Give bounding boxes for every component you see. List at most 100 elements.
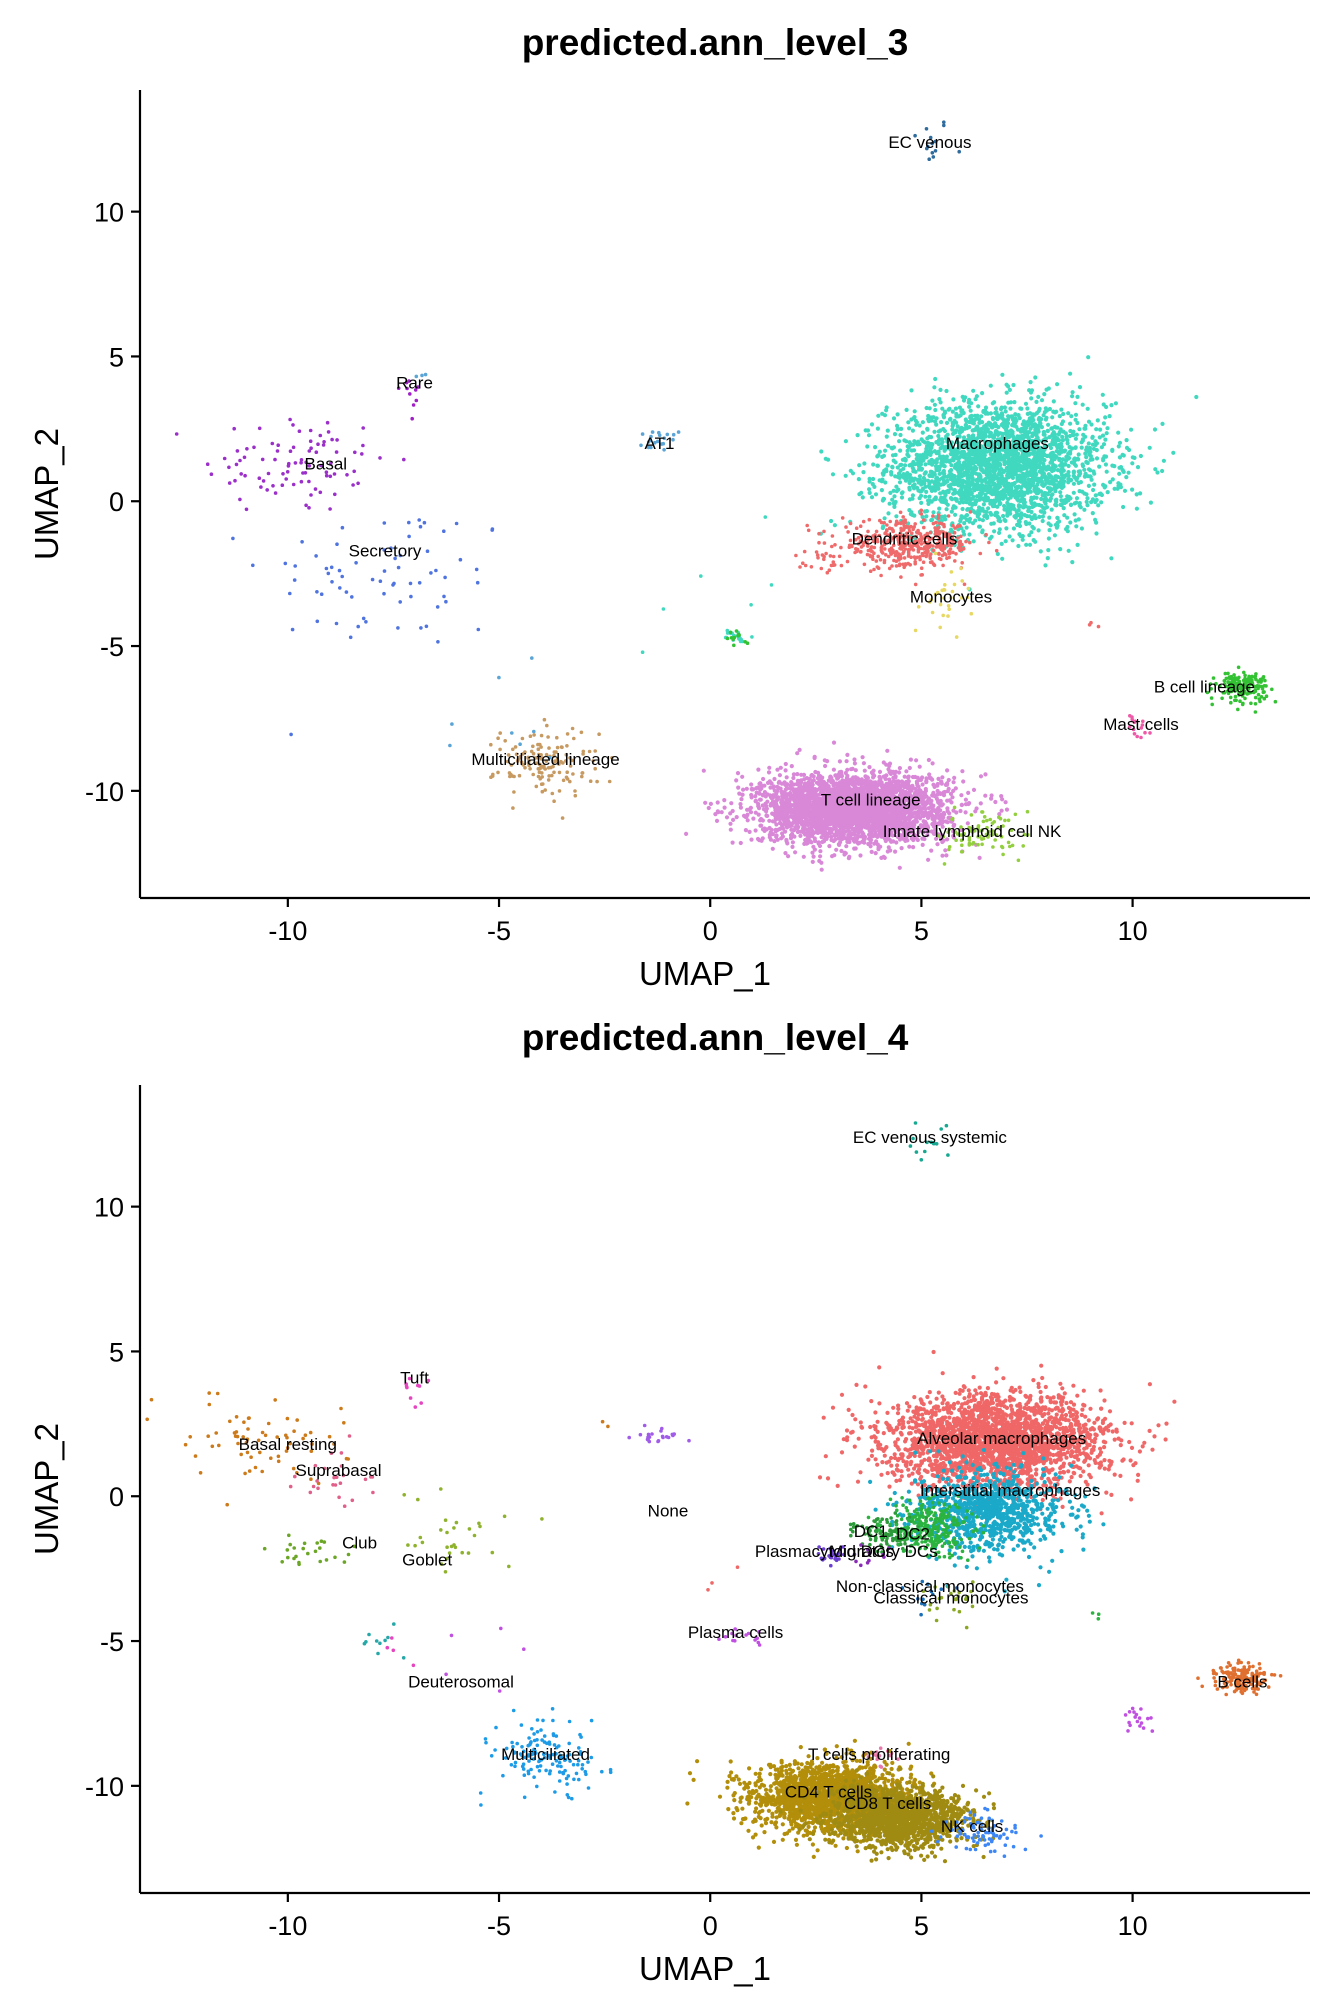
data-point (958, 489, 963, 495)
data-point (825, 759, 830, 764)
data-point (1006, 497, 1011, 502)
data-point (907, 487, 912, 492)
data-point (1069, 460, 1074, 465)
data-point (906, 420, 911, 425)
data-point (972, 487, 977, 492)
data-point (1053, 486, 1058, 492)
data-point (539, 745, 543, 749)
data-point (284, 477, 289, 481)
data-point (1030, 463, 1035, 468)
data-point (329, 461, 333, 466)
data-point (920, 420, 926, 425)
data-point (655, 439, 660, 444)
data-point (903, 563, 908, 567)
data-point (942, 428, 948, 434)
data-point (911, 442, 916, 447)
data-point (867, 476, 872, 481)
data-point (1015, 492, 1020, 497)
data-point (1117, 440, 1123, 445)
data-point (1036, 408, 1041, 414)
data-point (926, 549, 930, 553)
data-point (513, 745, 518, 749)
data-point (939, 420, 944, 425)
data-point (938, 625, 942, 630)
data-point (1249, 701, 1253, 706)
data-point (1093, 493, 1098, 498)
data-point (1130, 487, 1135, 492)
data-point (871, 462, 876, 467)
data-point (234, 462, 239, 467)
data-point (1101, 442, 1107, 447)
data-point (928, 498, 933, 503)
data-point (895, 465, 900, 470)
data-point (970, 476, 975, 481)
data-point (538, 776, 542, 781)
data-point (858, 853, 863, 858)
data-point (293, 564, 298, 568)
data-point (649, 445, 653, 450)
data-point (318, 433, 323, 438)
data-point (337, 568, 342, 573)
data-point (811, 854, 816, 859)
data-point (1043, 501, 1048, 506)
data-point (885, 463, 890, 468)
data-point (982, 424, 987, 429)
data-point (291, 423, 295, 427)
data-point (974, 499, 979, 504)
data-point (902, 456, 908, 461)
data-point (550, 773, 554, 778)
data-point (1026, 488, 1031, 493)
data-point (512, 790, 516, 794)
data-point (1077, 427, 1082, 432)
data-point (565, 744, 569, 748)
data-point (941, 563, 945, 568)
data-point (1257, 684, 1262, 688)
data-point (1073, 436, 1078, 441)
data-point (1067, 433, 1073, 439)
data-point (1033, 471, 1038, 476)
data-point (238, 458, 242, 463)
data-point (307, 464, 312, 468)
data-point (931, 510, 936, 515)
data-point (848, 468, 853, 473)
cluster-at1 (639, 430, 681, 452)
data-point (1090, 457, 1095, 462)
data-point (292, 578, 297, 582)
data-point (1024, 542, 1029, 547)
data-point (393, 556, 397, 561)
data-point (862, 461, 867, 466)
data-point (892, 558, 896, 563)
data-point (345, 473, 349, 477)
data-point (984, 498, 989, 503)
data-point (1261, 675, 1266, 679)
data-point (884, 408, 889, 413)
data-point (954, 552, 958, 556)
data-point (878, 558, 883, 562)
data-point (1070, 390, 1075, 395)
data-point (1270, 687, 1274, 692)
data-point (994, 548, 999, 553)
data-point (960, 478, 965, 483)
data-point (1046, 536, 1051, 541)
data-point (981, 502, 987, 507)
data-point (870, 554, 875, 559)
data-point (597, 732, 601, 736)
cluster-secretory (231, 518, 495, 737)
data-point (1031, 418, 1036, 423)
data-point (503, 739, 508, 743)
data-point (252, 445, 256, 450)
data-point (724, 815, 730, 820)
data-point (995, 496, 1000, 501)
data-point (938, 437, 943, 442)
data-point (1036, 528, 1041, 533)
data-point (877, 478, 882, 483)
data-point (930, 141, 934, 146)
data-point (364, 620, 368, 624)
data-point (822, 541, 827, 545)
data-point (1138, 453, 1143, 459)
data-point (1082, 426, 1087, 431)
data-point (828, 554, 833, 558)
data-point (1076, 480, 1081, 486)
data-point (877, 449, 882, 454)
data-point (1098, 427, 1103, 432)
